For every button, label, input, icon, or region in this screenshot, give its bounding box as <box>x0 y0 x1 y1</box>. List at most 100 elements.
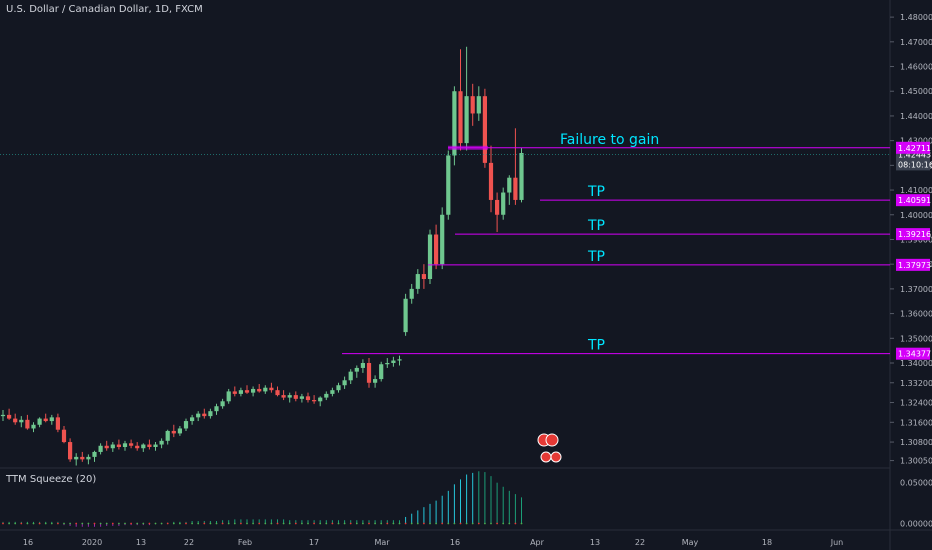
candle-body <box>275 390 280 396</box>
squeeze-dot <box>32 522 35 525</box>
candle-body <box>49 417 54 422</box>
squeeze-dot <box>172 522 175 525</box>
price-tick-label: 1.30050 <box>900 457 932 466</box>
candle-body <box>269 387 274 391</box>
candle-body <box>391 360 396 363</box>
squeeze-dot <box>240 522 242 525</box>
squeeze-dot <box>252 522 255 525</box>
squeeze-dot <box>423 522 425 525</box>
candle-body <box>507 177 512 193</box>
candle-body <box>470 96 475 114</box>
price-tick-label: 1.35000 <box>900 334 932 343</box>
squeeze-dot <box>215 522 218 525</box>
time-tick-label: Jun <box>830 538 844 547</box>
candle-body <box>98 445 103 452</box>
level-price-label: 1.34377 <box>898 350 931 359</box>
candle-body <box>232 391 237 394</box>
squeeze-dot <box>453 522 456 525</box>
squeeze-dot <box>288 522 291 525</box>
candle-body <box>434 234 439 265</box>
level-price-label: 1.37973 <box>898 261 931 270</box>
squeeze-dot <box>209 522 212 525</box>
candle-body <box>488 162 494 200</box>
level-price-label: 1.42711 <box>898 144 931 153</box>
candle-body <box>312 400 317 402</box>
squeeze-dot <box>337 522 340 525</box>
level-price-tag <box>896 141 930 154</box>
squeeze-dot <box>26 522 29 525</box>
time-tick-label: Mar <box>374 538 390 547</box>
price-tick-label: 1.45000 <box>900 87 932 96</box>
candle-body <box>116 444 121 447</box>
candle-body <box>177 428 182 434</box>
squeeze-dot <box>465 522 468 525</box>
squeeze-dot <box>197 522 200 525</box>
candle-body <box>263 387 268 392</box>
candle-body <box>74 456 79 460</box>
candle-body <box>379 364 384 380</box>
squeeze-dot <box>294 522 297 525</box>
squeeze-dot <box>410 522 413 525</box>
candle-body <box>220 401 225 407</box>
price-tick-label: 1.32400 <box>900 399 932 408</box>
squeeze-dot <box>368 522 370 525</box>
candle-body <box>427 234 433 279</box>
squeeze-dot <box>392 522 395 525</box>
price-tick-label: 1.47000 <box>900 38 932 47</box>
candle-body <box>257 388 262 392</box>
squeeze-dot <box>203 522 206 525</box>
candle-body <box>397 359 402 361</box>
squeeze-dot <box>160 522 163 525</box>
candle-body <box>153 444 158 447</box>
level-price-label: 1.40591 <box>898 196 931 205</box>
candle-body <box>86 456 91 460</box>
squeeze-dot <box>447 522 450 525</box>
squeeze-dot <box>57 522 59 525</box>
price-tick-label: 1.44000 <box>900 112 932 121</box>
squeeze-dot <box>20 522 23 525</box>
squeeze-dot <box>502 522 505 525</box>
time-tick-label: Feb <box>238 538 252 547</box>
squeeze-dot <box>276 522 279 525</box>
squeeze-dot <box>8 522 11 525</box>
squeeze-dot <box>325 522 328 525</box>
squeeze-dot <box>490 522 492 525</box>
candle-body <box>7 414 12 419</box>
candle-body <box>238 390 243 394</box>
time-tick-label: 2020 <box>82 538 102 547</box>
candle-body <box>202 413 207 417</box>
squeeze-dot <box>355 522 358 525</box>
squeeze-dot <box>233 522 236 525</box>
squeeze-dot <box>154 522 157 525</box>
squeeze-dot <box>307 522 309 525</box>
candle-body <box>360 363 365 368</box>
candle-body <box>190 417 195 422</box>
candle-body <box>519 153 524 200</box>
level-highlight <box>448 145 488 150</box>
candle-body <box>251 388 256 393</box>
price-tick-label: 1.48000 <box>900 13 932 22</box>
candle-body <box>147 444 152 447</box>
indicator-tick-label: 0.00000 <box>900 519 932 528</box>
candle-body <box>37 418 42 425</box>
candle-body <box>501 192 506 215</box>
current-price-value: 1.42443 <box>898 150 931 159</box>
squeeze-dot <box>69 522 71 525</box>
squeeze-dot <box>404 522 407 525</box>
level-price-tag <box>896 347 930 360</box>
candle-body <box>135 445 140 449</box>
squeeze-dot <box>477 522 480 525</box>
price-tick-label: 1.36000 <box>900 310 932 319</box>
squeeze-dot <box>429 522 431 525</box>
candle-body <box>299 396 304 399</box>
time-tick-label: 13 <box>136 538 146 547</box>
squeeze-dot <box>124 522 126 525</box>
candle-body <box>244 390 250 393</box>
level-price-tag <box>896 258 930 271</box>
time-tick-label: 16 <box>23 538 33 547</box>
event-badge-icon <box>545 433 559 447</box>
candle-body <box>452 91 457 156</box>
squeeze-dot <box>148 522 151 525</box>
candle-body <box>104 445 109 449</box>
